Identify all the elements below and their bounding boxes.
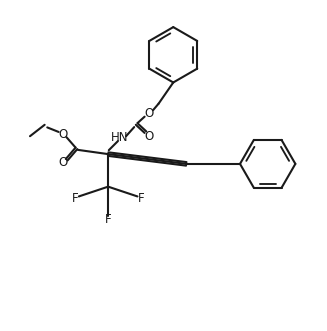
- Text: F: F: [72, 192, 79, 205]
- Text: F: F: [105, 213, 112, 226]
- Text: HN: HN: [111, 131, 128, 144]
- Text: F: F: [137, 192, 144, 205]
- Text: O: O: [144, 107, 153, 120]
- Text: O: O: [58, 156, 67, 169]
- Text: O: O: [144, 130, 153, 143]
- Text: O: O: [58, 128, 67, 141]
